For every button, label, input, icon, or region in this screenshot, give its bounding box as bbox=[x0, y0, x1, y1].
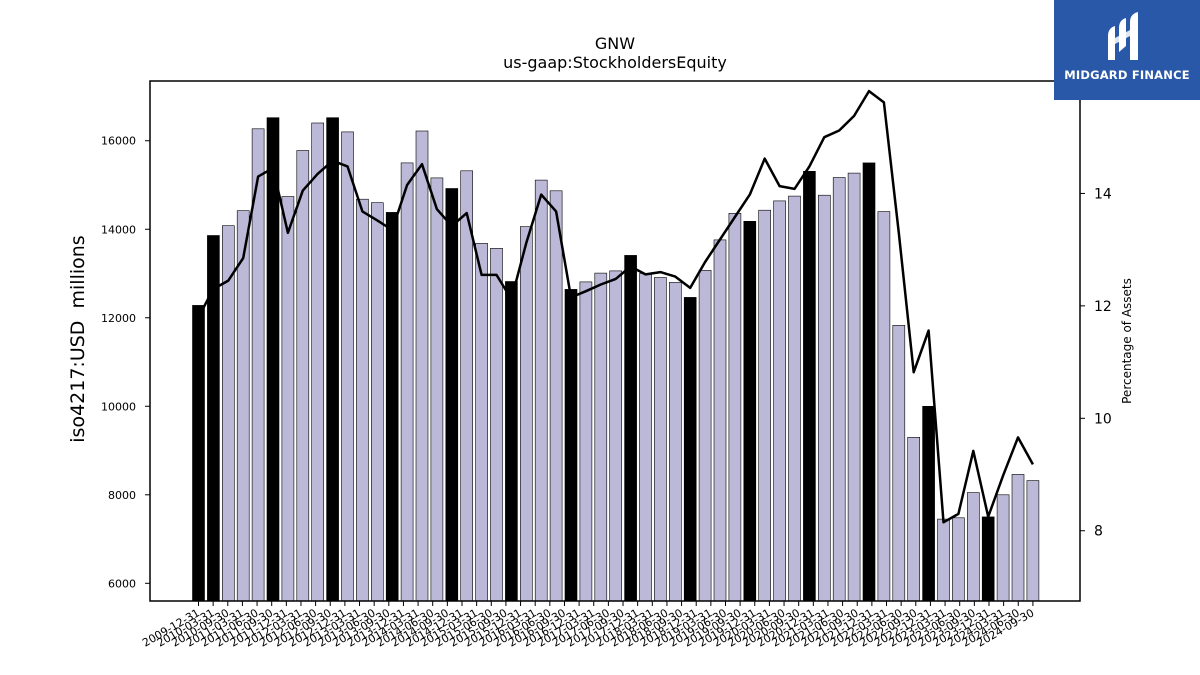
bar bbox=[937, 518, 950, 602]
y-tick-label: 12000 bbox=[101, 312, 136, 325]
y-axis-right: 8 10 12 14 bbox=[1080, 186, 1112, 540]
y-tick-label: 6000 bbox=[108, 577, 136, 590]
bar bbox=[728, 213, 742, 602]
brand-logo: MIDGARD FINANCE bbox=[1054, 0, 1200, 100]
bar bbox=[907, 436, 921, 602]
chart-title: GNW bbox=[595, 34, 635, 53]
bar bbox=[996, 494, 1010, 602]
bar bbox=[534, 179, 548, 602]
bar bbox=[519, 226, 533, 602]
bar bbox=[668, 282, 682, 602]
bar bbox=[430, 177, 444, 602]
bar bbox=[356, 198, 369, 602]
y-axis-left: 6000 8000 10000 12000 14000 16000 bbox=[101, 135, 150, 590]
bar bbox=[981, 516, 995, 602]
y-tick-label: 16000 bbox=[101, 135, 136, 148]
bar bbox=[758, 209, 772, 602]
x-axis: 2009-12-312010-03-312010-09-302011-03-31… bbox=[140, 601, 1036, 650]
bar bbox=[549, 190, 563, 602]
logo-brand-text: MIDGARD FINANCE bbox=[1064, 68, 1190, 82]
bar bbox=[788, 195, 801, 602]
bar bbox=[966, 492, 980, 602]
bar bbox=[296, 150, 310, 602]
bar bbox=[877, 211, 891, 602]
y2-tick-label: 10 bbox=[1094, 411, 1112, 427]
bar bbox=[698, 270, 712, 602]
bar bbox=[862, 162, 876, 602]
line-group bbox=[197, 89, 1034, 524]
bar bbox=[281, 196, 295, 602]
bar bbox=[505, 281, 518, 602]
bar bbox=[400, 162, 414, 602]
y-tick-label: 14000 bbox=[101, 223, 136, 236]
bar bbox=[683, 297, 697, 602]
bar bbox=[490, 248, 503, 602]
bar bbox=[654, 277, 667, 602]
bar bbox=[639, 273, 652, 602]
bar bbox=[385, 212, 399, 602]
y2-axis-label: Percentage of Assets bbox=[1120, 278, 1134, 404]
pct-assets-line bbox=[197, 89, 1034, 524]
bar bbox=[892, 324, 906, 602]
bar bbox=[803, 171, 816, 602]
bar bbox=[817, 194, 831, 602]
y2-tick-label: 14 bbox=[1094, 186, 1112, 202]
logo-mark-icon bbox=[1108, 12, 1138, 60]
bar bbox=[370, 202, 384, 602]
bar bbox=[445, 188, 459, 602]
bar bbox=[1026, 480, 1040, 602]
bar bbox=[594, 272, 608, 602]
bar bbox=[743, 221, 757, 602]
y2-tick-label: 8 bbox=[1094, 524, 1103, 540]
bar bbox=[847, 172, 861, 602]
bar bbox=[311, 122, 325, 602]
bar bbox=[415, 130, 429, 602]
y-axis-label: iso4217:USD millions bbox=[67, 235, 89, 442]
bar bbox=[341, 131, 354, 602]
bar bbox=[236, 210, 250, 602]
bar bbox=[952, 517, 965, 602]
bar bbox=[579, 281, 593, 602]
bar bbox=[326, 117, 339, 602]
chart-subtitle: us-gaap:StockholdersEquity bbox=[503, 53, 727, 72]
bar bbox=[192, 305, 205, 602]
bar bbox=[1011, 474, 1025, 602]
y-tick-label: 8000 bbox=[108, 489, 136, 502]
bar bbox=[773, 200, 786, 602]
bar bbox=[475, 243, 488, 602]
bar bbox=[564, 289, 578, 602]
y-tick-label: 10000 bbox=[101, 400, 136, 413]
bar bbox=[713, 239, 727, 602]
bar bbox=[609, 270, 623, 602]
bar bbox=[832, 177, 846, 602]
bar bbox=[922, 405, 935, 602]
y2-tick-label: 12 bbox=[1094, 299, 1112, 315]
plot-frame bbox=[149, 80, 1081, 602]
bar bbox=[624, 255, 637, 602]
